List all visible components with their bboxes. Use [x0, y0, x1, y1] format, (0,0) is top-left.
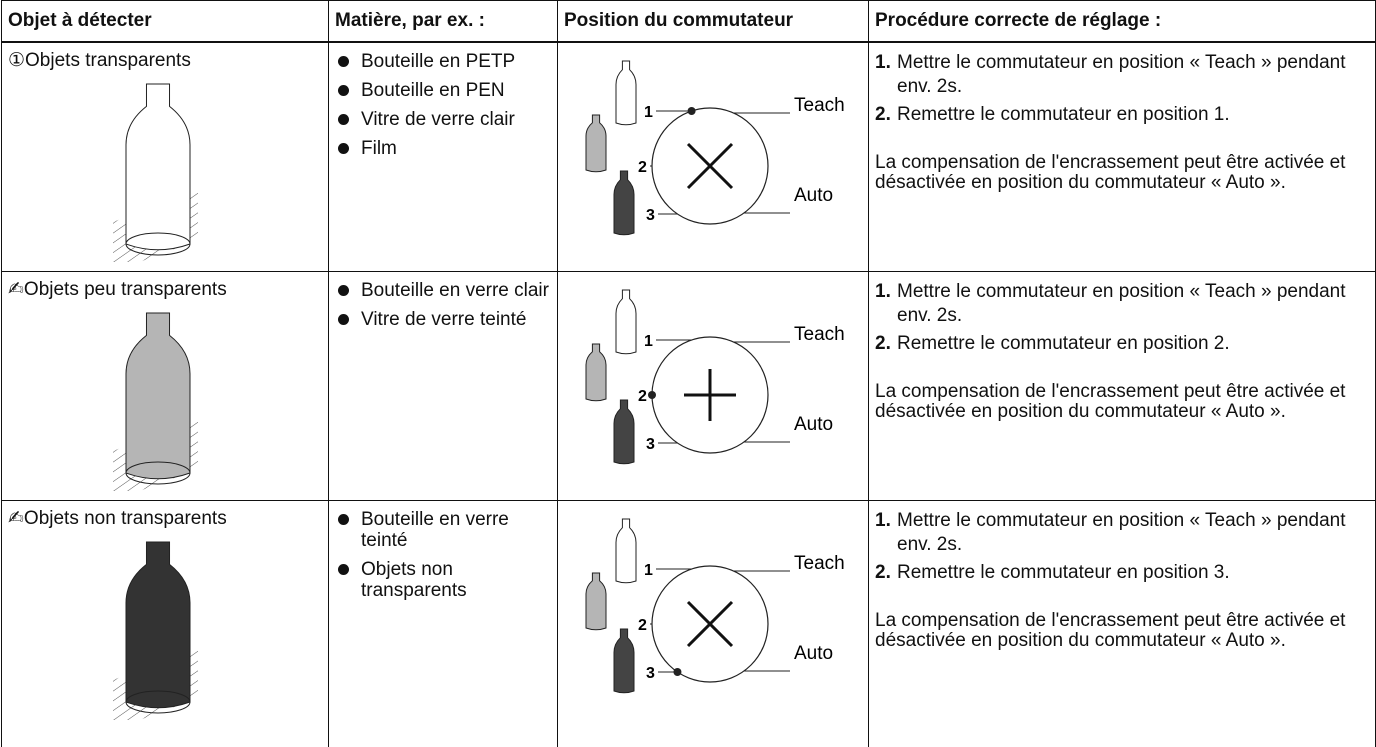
material-list: Bouteille en verre clair Vitre de verre t… — [335, 280, 557, 330]
object-cell: ①Objets transparents — [2, 42, 329, 272]
switch-position-label: 3 — [646, 665, 655, 682]
step-number: 1. — [875, 280, 891, 304]
page: Objet à détecter Matière, par ex. : Posi… — [0, 0, 1376, 731]
bottle — [126, 84, 190, 250]
material-item: Film — [335, 138, 557, 159]
header-cell: Objet à détecter — [2, 1, 329, 43]
step-number: 2. — [875, 332, 891, 356]
bottle — [126, 313, 190, 479]
small-bottle — [586, 344, 606, 401]
step-number: 1. — [875, 509, 891, 533]
switch-diagram: 1 2 3 Teach Auto — [558, 501, 868, 723]
note: La compensation de l'encrassement peut ê… — [875, 153, 1375, 193]
switch-diagram: 1 2 3 Teach Auto — [558, 43, 868, 265]
material-item: Bouteille en verre teinté — [335, 509, 557, 551]
teach-label: Teach — [794, 95, 845, 116]
material-cell: Bouteille en verre clair Vitre de verre t… — [329, 272, 558, 501]
small-bottle — [586, 573, 606, 630]
procedure-cell: 1.Mettre le commutateur en position « Te… — [869, 501, 1376, 747]
procedure-cell: 1.Mettre le commutateur en position « Te… — [869, 272, 1376, 501]
switch-position-label: 2 — [638, 159, 647, 176]
auto-label: Auto — [794, 414, 833, 435]
switch-diagram: 1 2 3 Teach Auto — [558, 272, 868, 494]
step-number: 2. — [875, 561, 891, 585]
step: 2. Remettre le commutateur en position 3. — [875, 561, 1375, 585]
small-bottle — [616, 61, 636, 125]
object-label: ✍Objets peu transparents — [8, 278, 328, 301]
switch-position-label: 2 — [638, 388, 647, 405]
teach-label: Teach — [794, 553, 845, 574]
step-text: Mettre le commutateur en position « Teac… — [897, 281, 1346, 326]
bottle — [126, 542, 190, 708]
switch-position-label: 1 — [644, 104, 653, 121]
steps: 1.Mettre le commutateur en position « Te… — [875, 509, 1375, 585]
note: La compensation de l'encrassement peut ê… — [875, 611, 1375, 651]
material-item: Vitre de verre clair — [335, 109, 557, 130]
small-bottle — [616, 290, 636, 354]
material-item: Bouteille en PETP — [335, 51, 557, 72]
procedure-cell: 1.Mettre le commutateur en position « Te… — [869, 42, 1376, 272]
object-cell: ✍Objets peu transparents — [2, 272, 329, 501]
header-row: Objet à détecter Matière, par ex. : Posi… — [2, 1, 1376, 43]
table-row: ✍Objets peu transparents Bouteille en ver… — [2, 272, 1376, 501]
material-item: Vitre de verre teinté — [335, 309, 557, 330]
step: 1.Mettre le commutateur en position « Te… — [875, 280, 1375, 328]
material-list: Bouteille en PETP Bouteille en PEN Vitre d… — [335, 51, 557, 159]
auto-label: Auto — [794, 643, 833, 664]
switch-position-label: 2 — [638, 617, 647, 634]
selected-dot — [673, 668, 681, 676]
steps: 1.Mettre le commutateur en position « Te… — [875, 280, 1375, 356]
step-text: Mettre le commutateur en position « Teac… — [897, 52, 1346, 97]
material-item: Bouteille en PEN — [335, 80, 557, 101]
small-bottle — [616, 519, 636, 583]
material-list: Bouteille en verre teinté Objets non tran… — [335, 509, 557, 601]
step-text: Remettre le commutateur en position 1. — [897, 104, 1230, 125]
step-text: Mettre le commutateur en position « Teac… — [897, 510, 1346, 555]
switch-cell: 1 2 3 Teach Auto — [558, 501, 869, 747]
step-number: 2. — [875, 103, 891, 127]
step: 1.Mettre le commutateur en position « Te… — [875, 51, 1375, 99]
step: 2. Remettre le commutateur en position 2. — [875, 332, 1375, 356]
switch-position-label: 3 — [646, 436, 655, 453]
selected-dot — [688, 107, 696, 115]
note: La compensation de l'encrassement peut ê… — [875, 382, 1375, 422]
header-cell: Position du commutateur — [558, 1, 869, 43]
selected-dot — [648, 391, 656, 399]
material-cell: Bouteille en PETP Bouteille en PEN Vitre d… — [329, 42, 558, 272]
table-row: ✍Objets non transparents Bouteille en ver… — [2, 501, 1376, 747]
header-cell: Procédure correcte de réglage : — [869, 1, 1376, 43]
object-illustration — [8, 301, 308, 491]
small-bottle — [586, 115, 606, 172]
auto-label: Auto — [794, 185, 833, 206]
object-illustration — [8, 530, 308, 720]
switch-cell: 1 2 3 Teach Auto — [558, 272, 869, 501]
small-bottle — [614, 171, 634, 235]
steps: 1.Mettre le commutateur en position « Te… — [875, 51, 1375, 127]
switch-position-label: 1 — [644, 562, 653, 579]
teach-label: Teach — [794, 324, 845, 345]
step-text: Remettre le commutateur en position 2. — [897, 333, 1230, 354]
object-label: ✍Objets non transparents — [8, 507, 328, 530]
switch-cell: 1 2 3 Teach Auto — [558, 42, 869, 272]
step: 2. Remettre le commutateur en position 1. — [875, 103, 1375, 127]
switch-position-label: 3 — [646, 207, 655, 224]
step-number: 1. — [875, 51, 891, 75]
object-illustration — [8, 72, 308, 262]
step: 1.Mettre le commutateur en position « Te… — [875, 509, 1375, 557]
step-text: Remettre le commutateur en position 3. — [897, 562, 1230, 583]
object-cell: ✍Objets non transparents — [2, 501, 329, 747]
object-label: ①Objets transparents — [8, 49, 328, 72]
switch-position-label: 1 — [644, 333, 653, 350]
header-cell: Matière, par ex. : — [329, 1, 558, 43]
small-bottle — [614, 629, 634, 693]
material-cell: Bouteille en verre teinté Objets non tran… — [329, 501, 558, 747]
material-item: Objets non transparents — [335, 559, 557, 601]
small-bottle — [614, 400, 634, 464]
material-item: Bouteille en verre clair — [335, 280, 557, 301]
